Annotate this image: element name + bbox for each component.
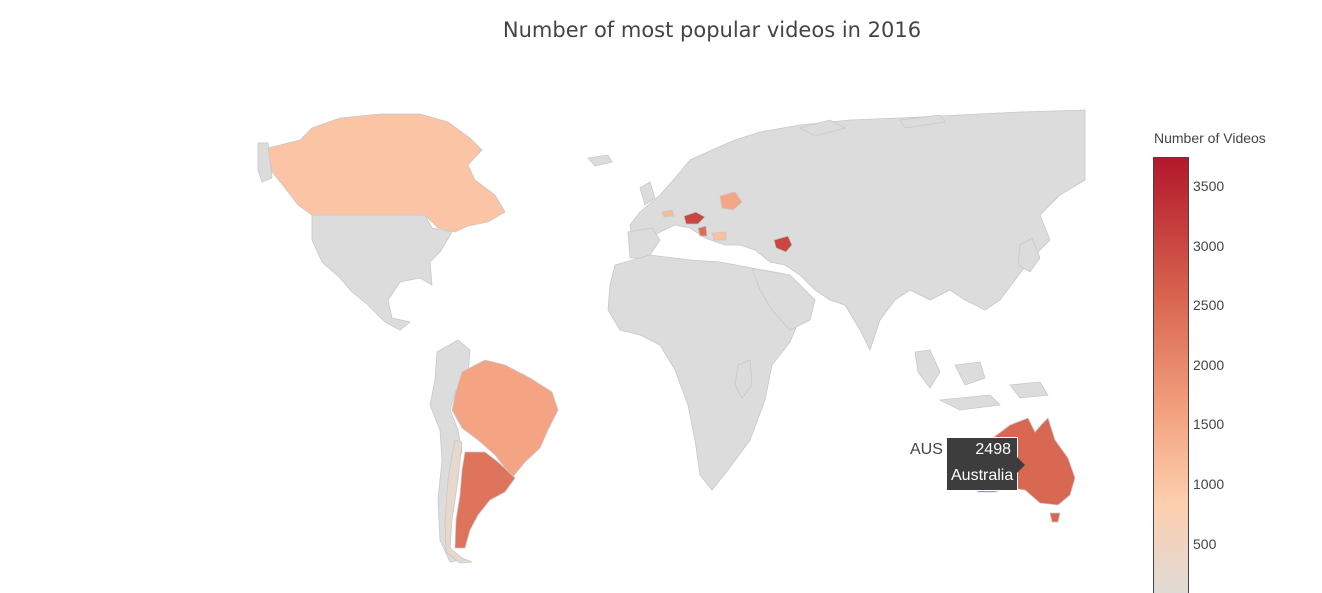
country-CHE[interactable] [661,209,675,218]
country-ARG[interactable] [454,451,516,549]
country-AZE[interactable] [773,235,793,253]
country-layer[interactable] [267,113,1076,564]
colorbar-tick: 3500 [1193,178,1225,194]
country-BGR[interactable] [711,231,727,241]
base-land [257,109,1086,563]
hover-tooltip-arrow [1017,457,1025,473]
colorbar-title: Number of Videos [1154,130,1266,146]
hover-country-name: Australia [951,467,1014,484]
hover-value: 2498 [975,441,1011,458]
hover-country-code: AUS [910,441,943,458]
colorbar [1153,157,1189,593]
hover-tooltip: 2498 Australia [946,437,1018,491]
country-BRA[interactable] [451,359,559,479]
country-HUN[interactable] [683,211,706,225]
map-title: Number of most popular videos in 2016 [502,18,922,42]
country-AUS-tas[interactable] [1049,512,1061,523]
country-CHL[interactable] [444,439,473,564]
colorbar-tick: 3000 [1193,238,1225,254]
colorbar-tick: 500 [1193,536,1217,552]
country-CAN[interactable] [267,113,506,233]
country-SRB[interactable] [697,225,708,237]
country-BLR[interactable] [719,191,743,211]
colorbar-tick: 1000 [1193,476,1225,492]
colorbar-tick: 1500 [1193,416,1225,432]
colorbar-tick: 2500 [1193,297,1225,313]
colorbar-tick: 2000 [1193,357,1225,373]
